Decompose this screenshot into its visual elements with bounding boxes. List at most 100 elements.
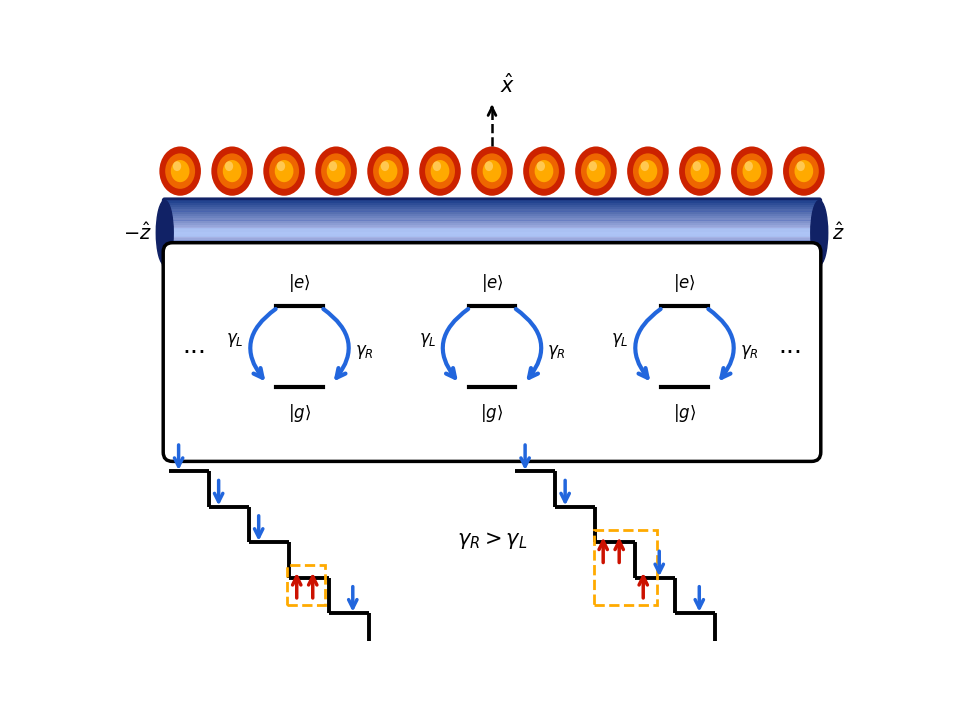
Bar — [165, 240, 819, 245]
Ellipse shape — [381, 161, 389, 171]
Bar — [165, 220, 819, 225]
Ellipse shape — [581, 153, 611, 189]
Bar — [594, 530, 657, 606]
Ellipse shape — [321, 153, 351, 189]
Bar — [165, 228, 819, 232]
Ellipse shape — [485, 161, 493, 171]
Ellipse shape — [425, 153, 455, 189]
Ellipse shape — [640, 161, 649, 171]
Ellipse shape — [275, 160, 294, 182]
Ellipse shape — [627, 146, 669, 196]
Ellipse shape — [684, 153, 715, 189]
Ellipse shape — [223, 160, 242, 182]
Ellipse shape — [811, 200, 828, 265]
Ellipse shape — [692, 161, 701, 171]
Bar — [165, 205, 819, 210]
Ellipse shape — [471, 146, 513, 196]
Ellipse shape — [217, 153, 247, 189]
Bar — [165, 236, 819, 240]
Bar — [165, 222, 819, 227]
Ellipse shape — [165, 153, 195, 189]
Ellipse shape — [483, 160, 501, 182]
Bar — [165, 245, 819, 249]
Text: $\gamma_R$: $\gamma_R$ — [547, 343, 566, 361]
Ellipse shape — [211, 146, 252, 196]
Bar — [165, 200, 819, 265]
Bar — [165, 243, 819, 247]
Ellipse shape — [679, 146, 721, 196]
Bar — [165, 230, 819, 234]
Ellipse shape — [795, 160, 813, 182]
Text: $\hat{z}$: $\hat{z}$ — [832, 222, 845, 243]
Bar — [165, 210, 819, 214]
Bar — [165, 216, 819, 220]
Ellipse shape — [523, 146, 564, 196]
Text: $\gamma_R$: $\gamma_R$ — [355, 343, 373, 361]
Bar — [165, 261, 819, 265]
Text: $\gamma_R > \gamma_L$: $\gamma_R > \gamma_L$ — [457, 530, 527, 552]
Bar — [165, 202, 819, 207]
Bar — [165, 250, 819, 254]
Ellipse shape — [797, 161, 804, 171]
Ellipse shape — [173, 161, 181, 171]
Ellipse shape — [315, 146, 357, 196]
Text: ...: ... — [778, 334, 802, 359]
Ellipse shape — [433, 161, 441, 171]
Ellipse shape — [633, 153, 663, 189]
Bar — [165, 200, 819, 204]
Ellipse shape — [420, 146, 461, 196]
Bar — [165, 258, 819, 263]
Ellipse shape — [477, 153, 507, 189]
Text: $|e\rangle$: $|e\rangle$ — [288, 271, 311, 294]
Bar — [287, 565, 325, 606]
Ellipse shape — [368, 146, 409, 196]
Ellipse shape — [373, 153, 403, 189]
Ellipse shape — [535, 160, 553, 182]
Ellipse shape — [156, 200, 173, 265]
Text: $\gamma_L$: $\gamma_L$ — [612, 331, 629, 349]
Text: $\gamma_L$: $\gamma_L$ — [419, 331, 437, 349]
Ellipse shape — [328, 161, 337, 171]
Bar — [165, 214, 819, 218]
Ellipse shape — [263, 146, 305, 196]
Text: $\gamma_L$: $\gamma_L$ — [227, 331, 244, 349]
Ellipse shape — [737, 153, 767, 189]
Bar — [165, 254, 819, 258]
Bar — [165, 218, 819, 222]
Text: $|g\rangle$: $|g\rangle$ — [288, 402, 311, 424]
Ellipse shape — [276, 161, 285, 171]
Text: $\gamma_R$: $\gamma_R$ — [740, 343, 758, 361]
Bar — [165, 212, 819, 216]
Bar — [165, 232, 819, 236]
FancyBboxPatch shape — [163, 243, 821, 462]
Bar — [165, 252, 819, 256]
Bar — [165, 228, 819, 238]
Ellipse shape — [529, 153, 559, 189]
Ellipse shape — [690, 160, 709, 182]
Bar — [165, 247, 819, 251]
Bar — [165, 263, 819, 267]
Text: $\hat{x}$: $\hat{x}$ — [500, 73, 515, 97]
Ellipse shape — [745, 161, 753, 171]
Ellipse shape — [171, 160, 189, 182]
Ellipse shape — [537, 161, 545, 171]
Ellipse shape — [269, 153, 300, 189]
Ellipse shape — [742, 160, 761, 182]
Ellipse shape — [789, 153, 819, 189]
Text: $|e\rangle$: $|e\rangle$ — [481, 271, 503, 294]
Ellipse shape — [326, 160, 346, 182]
Bar — [165, 198, 819, 202]
Text: $|g\rangle$: $|g\rangle$ — [480, 402, 504, 424]
Text: $-\hat{z}$: $-\hat{z}$ — [123, 222, 152, 243]
Bar — [165, 256, 819, 261]
Text: $|e\rangle$: $|e\rangle$ — [673, 271, 696, 294]
Ellipse shape — [732, 146, 773, 196]
Ellipse shape — [638, 160, 658, 182]
Ellipse shape — [159, 146, 201, 196]
Bar — [165, 207, 819, 212]
Ellipse shape — [587, 160, 606, 182]
Bar — [165, 238, 819, 243]
Bar — [165, 234, 819, 238]
Ellipse shape — [575, 146, 616, 196]
Ellipse shape — [378, 160, 397, 182]
